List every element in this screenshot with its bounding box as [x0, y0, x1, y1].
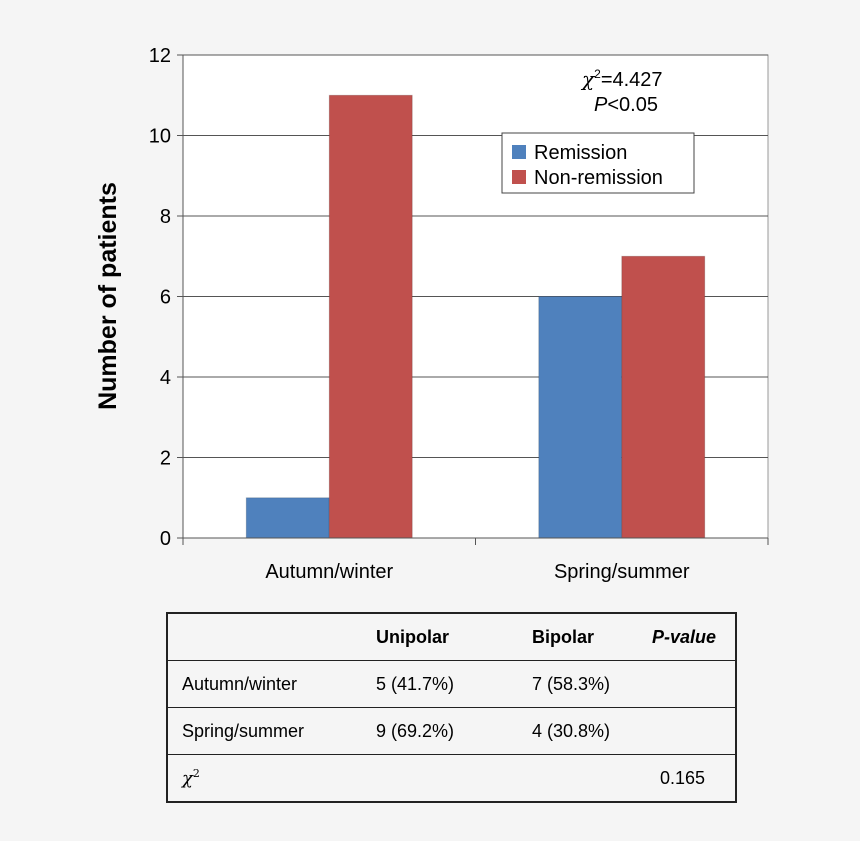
cell-p-value: 0.165: [642, 754, 736, 802]
y-tick-label: 10: [149, 126, 171, 148]
bar-non-remission: [621, 255, 706, 539]
bar-remission: [538, 296, 623, 539]
cell-p-value: [642, 660, 736, 708]
table-row: Autumn/winter 5 (41.7%) 7 (58.3%): [167, 660, 736, 708]
svg-text:χ2=4.427: χ2=4.427: [580, 67, 663, 91]
cell-bipolar: 4 (30.8%): [518, 707, 642, 755]
chi-symbol: χ: [580, 67, 596, 91]
legend-box: [501, 132, 695, 194]
p-value: <0.05: [607, 94, 658, 116]
chi-symbol: χ: [182, 768, 193, 789]
axes: [177, 54, 769, 545]
category-labels: Autumn/winter Spring/summer: [265, 561, 690, 583]
y-tick-label: 12: [149, 45, 171, 67]
table-header-row: Unipolar Bipolar P-value: [167, 613, 736, 661]
stats-annotation: χ2=4.427 P<0.05: [580, 67, 663, 116]
row-label: Autumn/winter: [167, 660, 362, 708]
y-axis-label: Number of patients: [94, 182, 122, 410]
x-category-label: Spring/summer: [554, 561, 690, 583]
table-row-chi-square: χ2 0.165: [167, 754, 736, 802]
header-p-value: P-value: [652, 626, 717, 647]
cell-unipolar: 9 (69.2%): [362, 707, 518, 755]
y-tick-label: 4: [160, 367, 171, 389]
legend-swatch-non-remission: [512, 170, 526, 184]
chi-value: =4.427: [601, 69, 663, 91]
cell-unipolar: [362, 754, 518, 802]
table-row: Spring/summer 9 (69.2%) 4 (30.8%): [167, 707, 736, 755]
y-tick-label: 2: [160, 448, 171, 470]
bar-chart: 0 2 4 6 8 10 12 Autumn/winter Spring/summer Num…: [94, 45, 769, 583]
x-category-label: Autumn/winter: [265, 561, 393, 583]
legend-label-non-remission: Non-remission: [534, 167, 663, 189]
y-tick-label: 6: [160, 287, 171, 309]
y-tick-label: 0: [160, 528, 171, 550]
legend-swatch-remission: [512, 145, 526, 159]
bar-remission: [245, 497, 330, 539]
cell-bipolar: 7 (58.3%): [518, 660, 642, 708]
chi-exponent: 2: [192, 767, 200, 780]
bar-non-remission: [328, 94, 413, 539]
statistics-table: Unipolar Bipolar P-value Autumn/winter 5…: [166, 612, 737, 803]
cell-p-value: [642, 707, 736, 755]
p-symbol: P: [594, 94, 608, 116]
header-unipolar: Unipolar: [376, 626, 450, 647]
cell-bipolar: [518, 754, 642, 802]
y-tick-label: 8: [160, 206, 171, 228]
row-label: Spring/summer: [167, 707, 362, 755]
row-label-chi-square: χ2: [167, 754, 362, 802]
legend-label-remission: Remission: [534, 142, 627, 164]
bars: [245, 94, 706, 539]
header-empty: [167, 613, 362, 661]
legend: Remission Non-remission: [501, 132, 695, 194]
cell-unipolar: 5 (41.7%): [362, 660, 518, 708]
svg-text:P<0.05: P<0.05: [594, 94, 658, 116]
chi-exponent: 2: [594, 67, 601, 81]
y-tick-labels: 0 2 4 6 8 10 12: [149, 45, 171, 550]
header-bipolar: Bipolar: [532, 626, 595, 647]
